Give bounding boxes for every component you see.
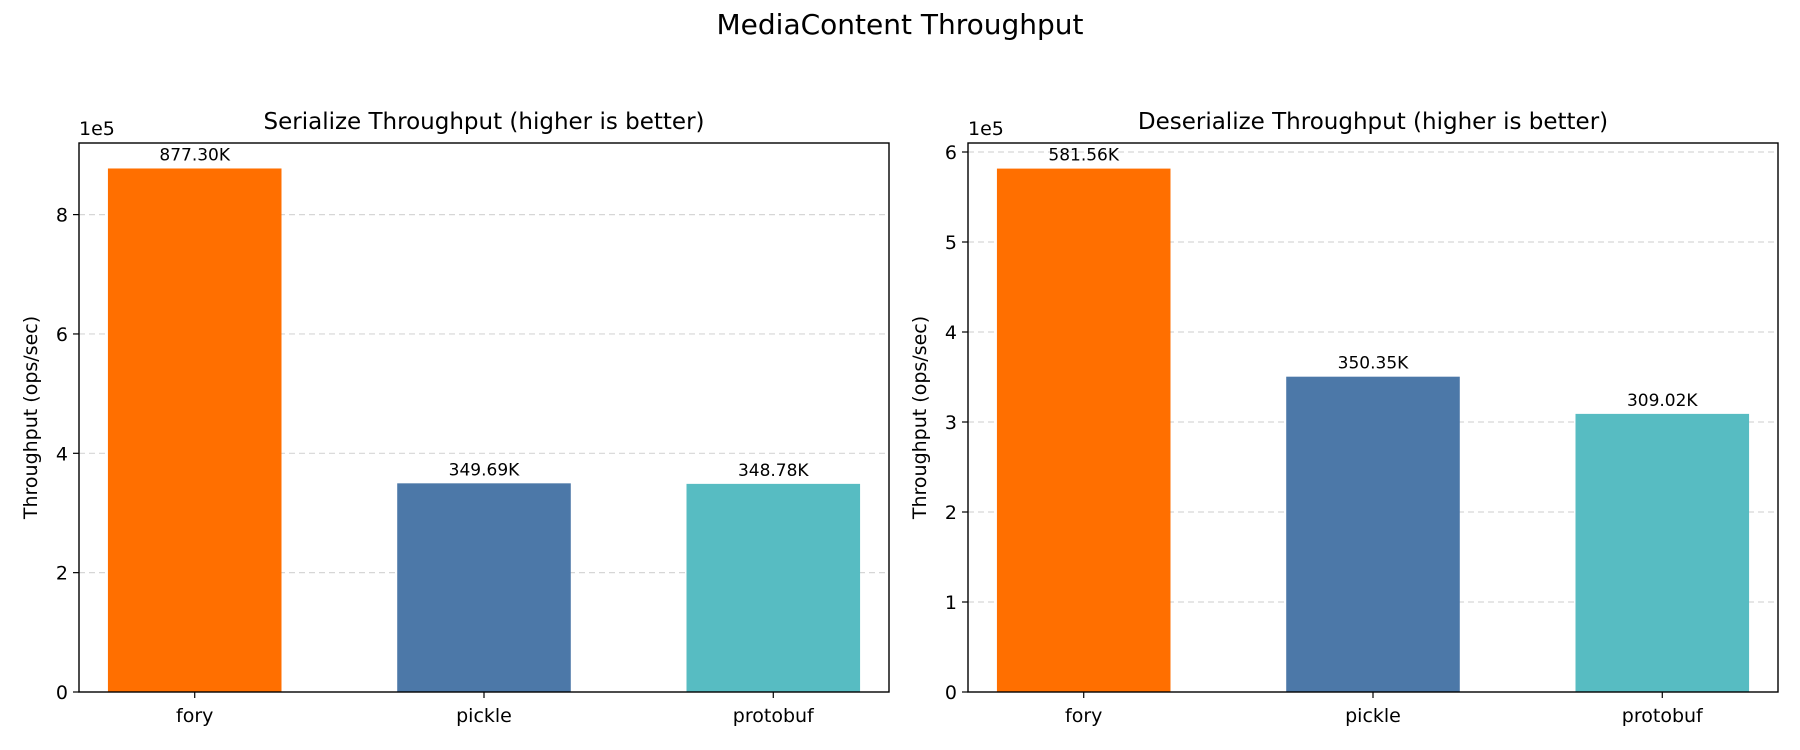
data-label-pickle-1: 349.69K <box>449 460 520 480</box>
y-tick-label-2-4: 4 <box>945 322 957 344</box>
x-tick-label-pickle-1: pickle <box>456 705 512 727</box>
data-label-protobuf-1: 348.78K <box>738 461 809 481</box>
bar-fory-1 <box>107 168 282 692</box>
data-label-pickle-2: 350.35K <box>1338 354 1409 374</box>
data-label-protobuf-2: 309.02K <box>1627 391 1698 411</box>
data-label-fory-2: 581.56K <box>1048 146 1119 166</box>
x-tick-label-protobuf-2: protobuf <box>1622 705 1704 727</box>
y-tick-label-2-3: 3 <box>945 412 957 434</box>
y-tick-label-1-0: 0 <box>56 682 68 704</box>
y-tick-label-1-4: 8 <box>56 205 68 227</box>
bar-protobuf-1 <box>686 483 861 692</box>
y-tick-label-1-3: 6 <box>56 324 68 346</box>
y-tick-label-2-6: 6 <box>945 142 957 164</box>
bar-pickle-1 <box>397 483 571 692</box>
plot-frame-2 <box>967 142 1779 693</box>
y-tick-label-2-2: 2 <box>945 502 957 524</box>
y-axis-label-2: Throughput (ops/sec) <box>909 316 931 520</box>
bar-pickle-2 <box>1286 376 1460 692</box>
data-label-fory-1: 877.30K <box>159 145 230 165</box>
plot-frame-1 <box>78 142 890 693</box>
y-offset-text-1: 1e5 <box>79 118 115 140</box>
x-tick-label-pickle-2: pickle <box>1345 705 1401 727</box>
y-tick-label-2-5: 5 <box>945 232 957 254</box>
chart-title-2: Deserialize Throughput (higher is better… <box>1138 109 1608 135</box>
chart-title-1: Serialize Throughput (higher is better) <box>264 109 705 135</box>
y-tick-label-1-1: 2 <box>56 563 68 585</box>
y-offset-text-2: 1e5 <box>968 118 1004 140</box>
y-tick-label-2-0: 0 <box>945 682 957 704</box>
figure-suptitle: MediaContent Throughput <box>716 8 1084 41</box>
bar-fory-2 <box>996 168 1171 692</box>
x-tick-label-fory-1: fory <box>176 705 213 727</box>
x-tick-label-protobuf-1: protobuf <box>733 705 815 727</box>
x-tick-label-fory-2: fory <box>1065 705 1102 727</box>
y-tick-label-1-2: 4 <box>56 443 68 465</box>
bar-protobuf-2 <box>1575 413 1750 692</box>
y-tick-label-2-1: 1 <box>945 592 957 614</box>
y-axis-label-1: Throughput (ops/sec) <box>20 316 42 520</box>
